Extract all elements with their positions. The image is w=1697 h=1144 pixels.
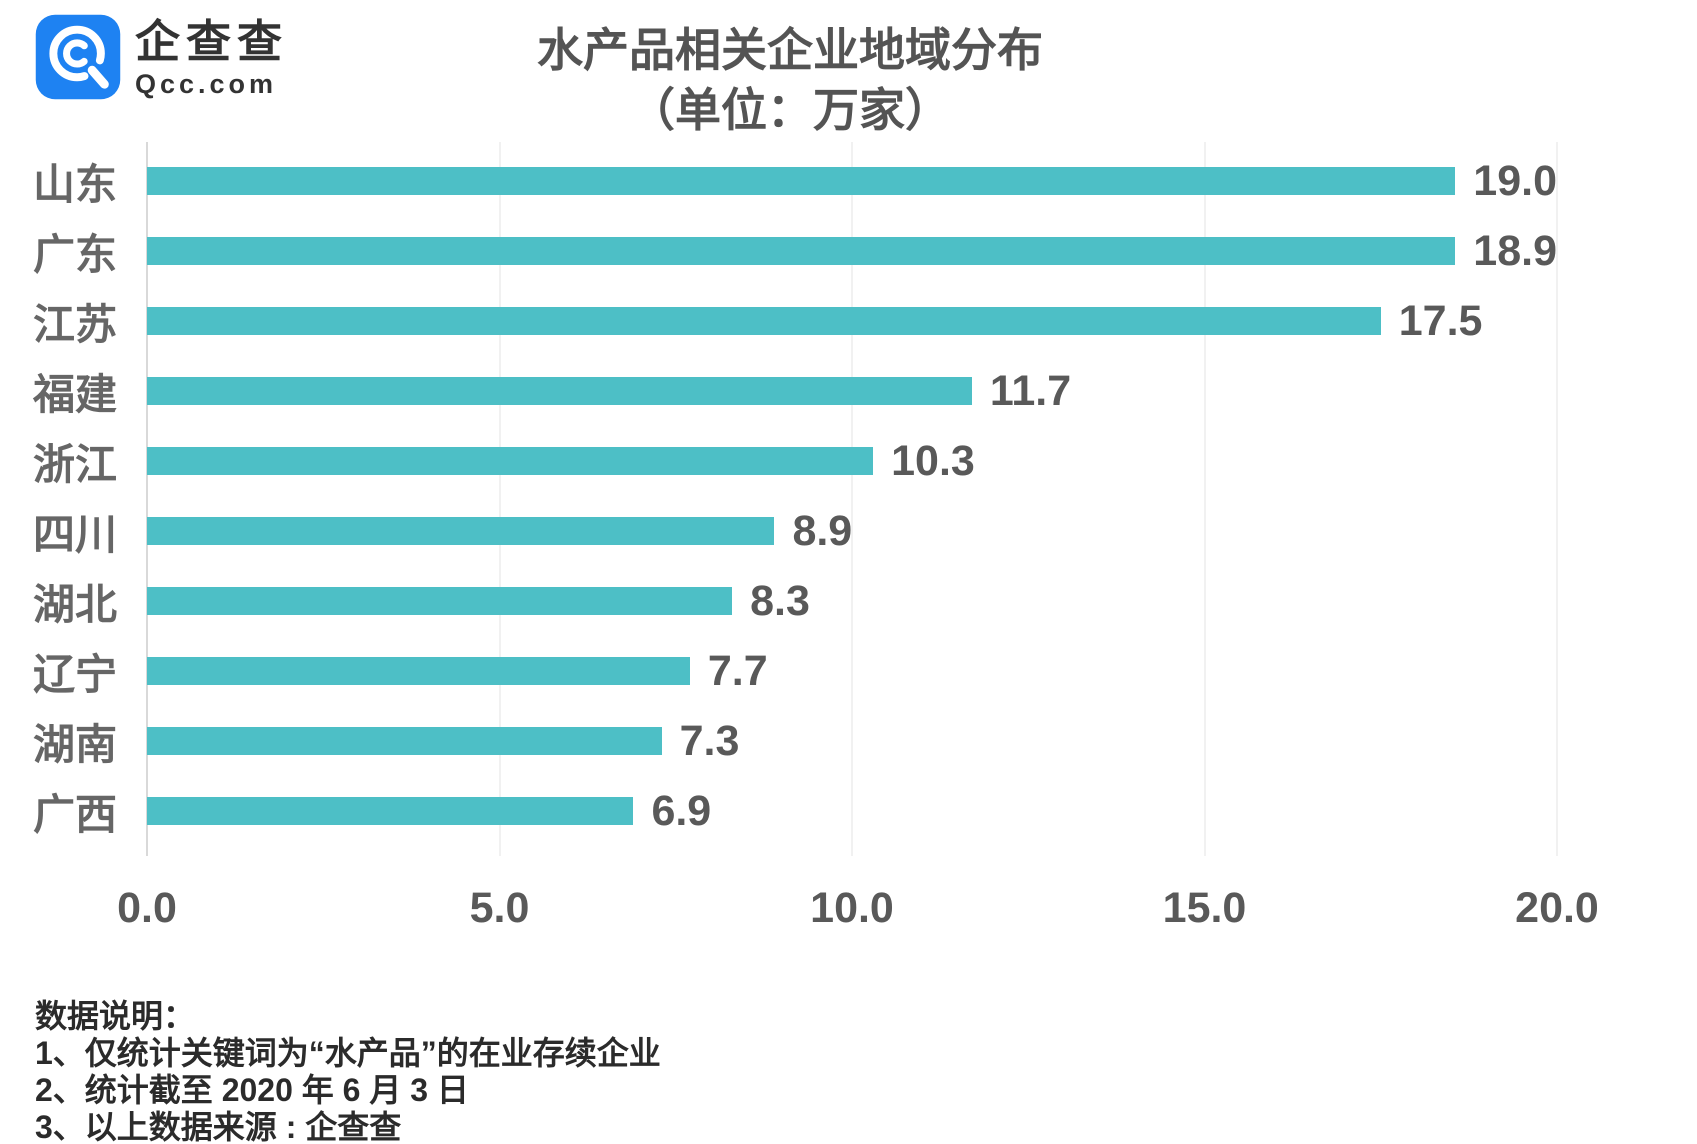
bar-area: 11.7 (147, 367, 1557, 416)
category-label: 江苏 (32, 300, 117, 348)
bar-chart: 山东 19.0 广东 18.9 江苏 17.5 福建 11.7 浙江 10.3 (0, 142, 1697, 932)
chart-row: 辽宁 7.7 (0, 636, 1697, 706)
bar (147, 307, 1381, 335)
category-label: 辽宁 (32, 650, 117, 698)
x-ticks: 0.0 5.0 10.0 15.0 20.0 (117, 884, 1599, 944)
bar (147, 657, 690, 685)
bar-value-label: 8.9 (792, 506, 853, 555)
category-label: 湖南 (32, 720, 117, 768)
bar (147, 447, 874, 475)
bar-area: 10.3 (147, 437, 1557, 486)
category-label: 福建 (32, 370, 117, 418)
chart-row: 四川 8.9 (0, 496, 1697, 566)
notes-line-1: 1、仅统计关键词为“水产品”的在业存续企业 (35, 1035, 661, 1071)
chart-title-block: 水产品相关企业地域分布 （单位：万家） (0, 24, 1580, 136)
bar-value-label: 6.9 (651, 786, 712, 835)
chart-row: 湖南 7.3 (0, 706, 1697, 776)
category-label: 广西 (32, 790, 117, 838)
bar-area: 18.9 (147, 227, 1557, 276)
x-tick-label: 15.0 (1162, 884, 1247, 932)
bar-area: 8.9 (147, 507, 1557, 556)
chart-title: 水产品相关企业地域分布 (537, 24, 1043, 76)
chart-row: 广西 6.9 (0, 776, 1697, 846)
bar-value-label: 7.3 (679, 716, 740, 765)
bar-area: 7.7 (147, 647, 1557, 696)
category-label: 四川 (32, 510, 117, 558)
category-label: 湖北 (32, 580, 117, 628)
chart-row: 福建 11.7 (0, 356, 1697, 426)
bar-value-label: 8.3 (750, 576, 810, 625)
bar-area: 17.5 (147, 297, 1557, 346)
x-tick-label: 10.0 (810, 884, 894, 932)
bar (147, 587, 733, 615)
qcc-logo-text: 企查查 Qcc.com (135, 13, 288, 100)
chart-subtitle: （单位：万家） (629, 84, 951, 136)
bar-area: 7.3 (147, 717, 1557, 766)
qcc-logo-name: 企查查 (135, 16, 289, 67)
chart-row: 江苏 17.5 (0, 286, 1697, 356)
bar-area: 8.3 (147, 577, 1557, 626)
x-tick-label: 0.0 (117, 884, 177, 932)
gridline (1556, 142, 1558, 856)
chart-row: 浙江 10.3 (0, 426, 1697, 496)
data-notes: 数据说明： 1、仅统计关键词为“水产品”的在业存续企业 2、统计截至 2020 … (35, 998, 661, 1144)
x-tick-label: 5.0 (469, 884, 530, 932)
chart-row: 湖北 8.3 (0, 566, 1697, 636)
qcc-logo-domain: Qcc.com (135, 68, 278, 99)
category-label: 浙江 (32, 440, 117, 488)
notes-heading: 数据说明： (35, 998, 196, 1034)
qcc-logo: 企查查 Qcc.com (34, 13, 288, 101)
chart-row: 山东 19.0 (0, 146, 1697, 216)
bar (147, 237, 1456, 265)
bar (147, 727, 662, 755)
category-label: 山东 (32, 160, 117, 208)
gridline (851, 142, 853, 856)
bar-value-label: 19.0 (1473, 156, 1557, 205)
category-label: 广东 (32, 230, 117, 278)
gridline (1203, 142, 1206, 856)
gridline (498, 142, 501, 856)
x-tick-label: 20.0 (1515, 884, 1599, 932)
bar-value-label: 10.3 (891, 436, 975, 485)
bar-area: 19.0 (147, 157, 1557, 206)
bar-value-label: 17.5 (1398, 296, 1483, 345)
bar-value-label: 7.7 (707, 646, 768, 695)
bar-value-label: 11.7 (989, 366, 1072, 415)
notes-line-2: 2、统计截至 2020 年 6 月 3 日 (35, 1072, 469, 1108)
bar-value-label: 18.9 (1473, 226, 1557, 275)
qcc-logo-icon (35, 14, 121, 100)
bar (147, 797, 634, 825)
notes-line-3: 3、以上数据来源 : 企查查 (35, 1109, 402, 1144)
gridlines (146, 142, 1558, 856)
bar (147, 167, 1456, 195)
bar (147, 377, 972, 405)
chart-row: 广东 18.9 (0, 216, 1697, 286)
y-axis-line (146, 142, 148, 856)
bar (147, 517, 775, 545)
bar-area: 6.9 (147, 787, 1557, 836)
chart-rows: 山东 19.0 广东 18.9 江苏 17.5 福建 11.7 浙江 10.3 (0, 146, 1697, 846)
